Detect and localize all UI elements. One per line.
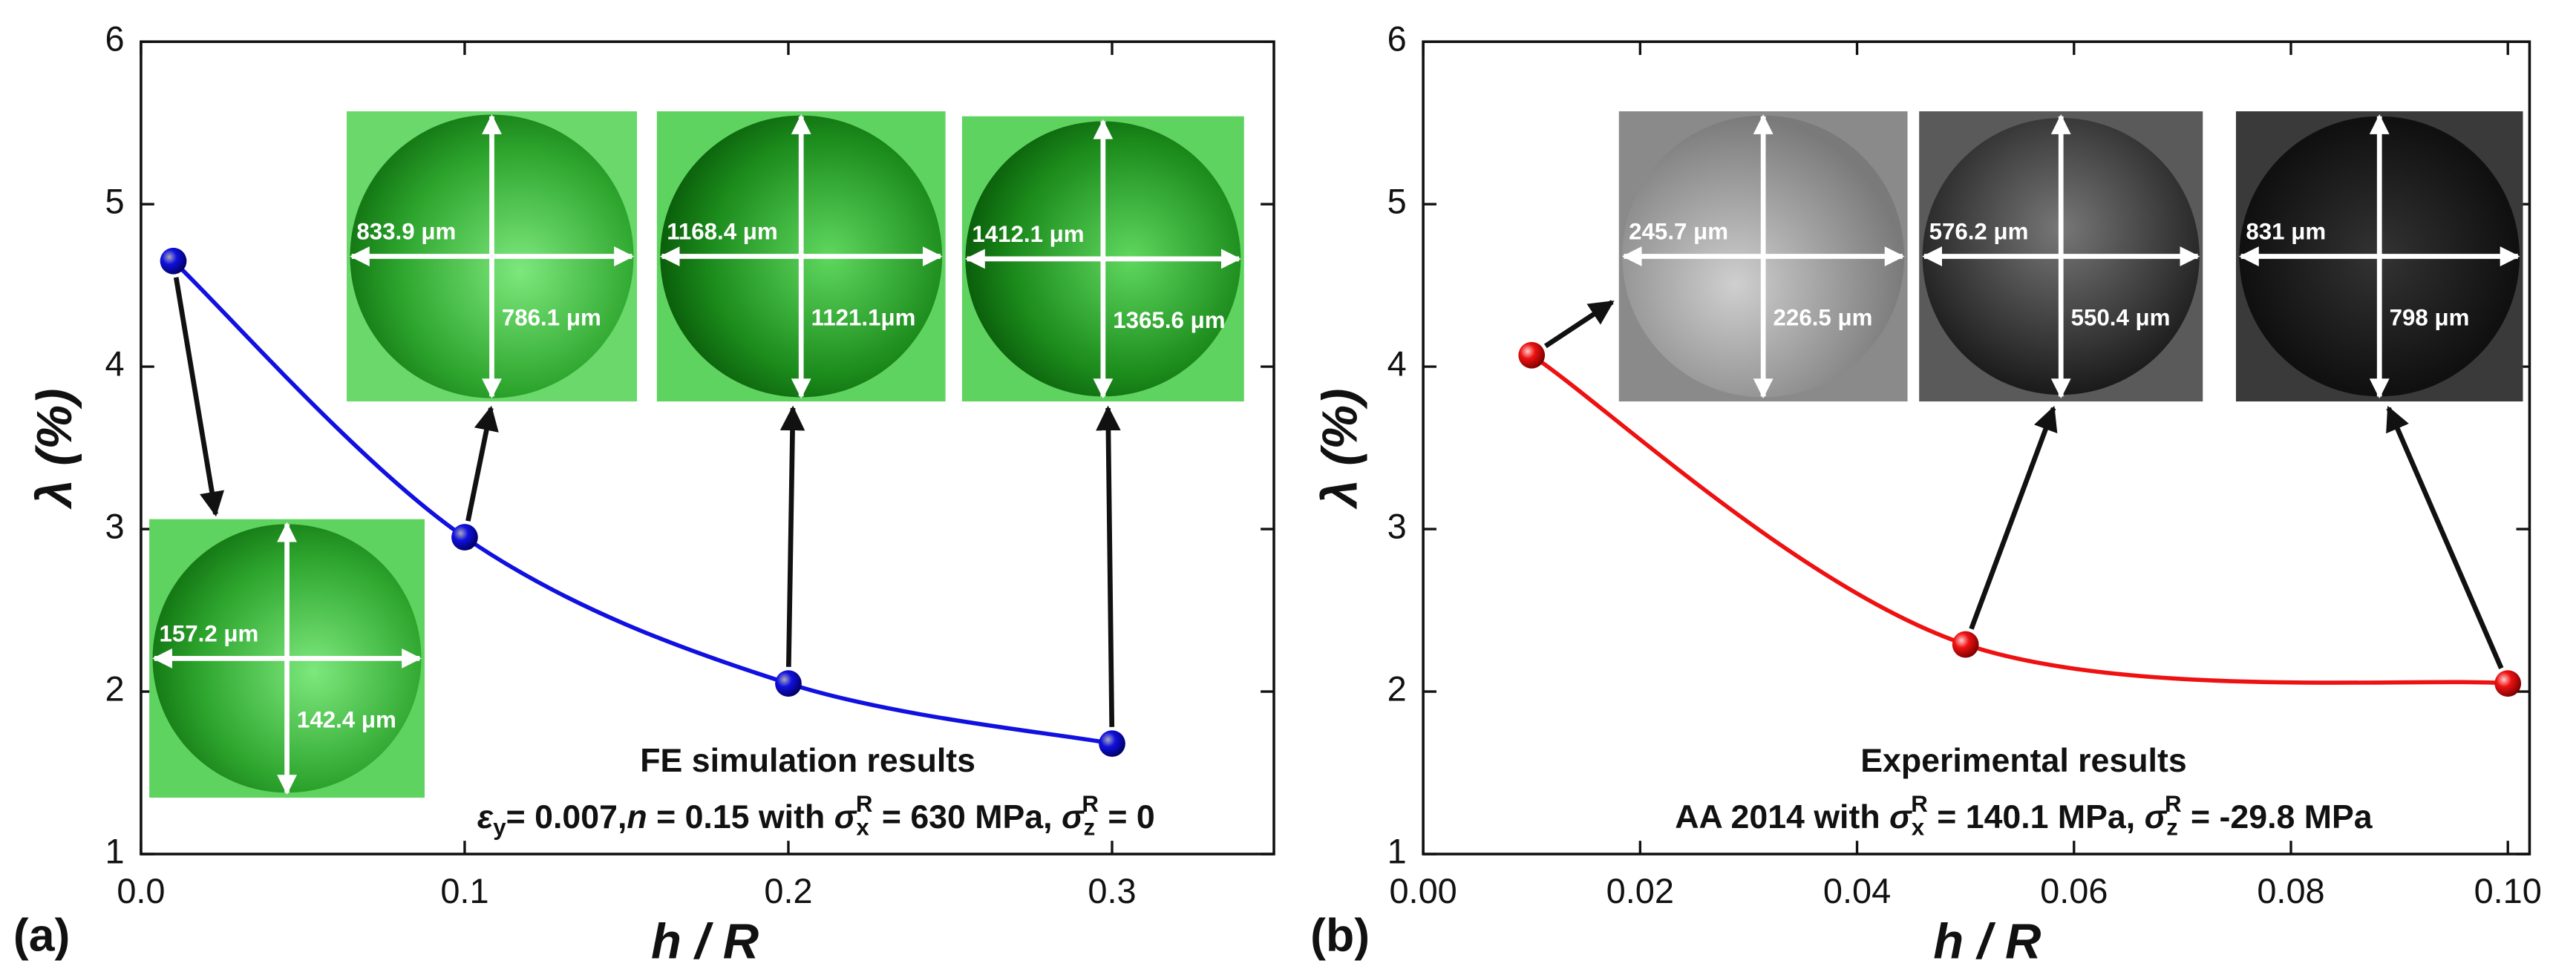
y-tick-label: 6 [105, 20, 124, 59]
inset-width-label: 1412.1 μm [972, 221, 1084, 247]
inset-height-label: 550.4 μm [2071, 305, 2171, 331]
x-tick-label: 0.2 [764, 872, 812, 910]
annotation-title: Experimental results [1860, 743, 2186, 779]
inset-height-label: 1365.6 μm [1113, 307, 1225, 333]
inset-width-label: 1168.4 μm [667, 219, 778, 245]
formula-part: n [627, 799, 647, 835]
x-tick-label: 0.02 [1606, 872, 1674, 910]
formula-part: = 0.15 with [647, 799, 834, 835]
formula-part: σ [1062, 799, 1085, 835]
x-axis-label: h / R [651, 914, 759, 970]
formula-part: = -29.8 MPa [2182, 799, 2373, 835]
inset-width-label: 833.9 μm [356, 219, 456, 245]
annotation-formula: AA 2014 with σxR = 140.1 MPa, σzR = -29.… [1675, 792, 2373, 841]
y-tick-label: 6 [1387, 20, 1407, 59]
panel: 1 2 3 4 5 6 0.0 0.1 0.2 0.3 h / R λ (%) (a) 157.2 μm 1… [13, 20, 1275, 970]
series-line [171, 259, 1113, 746]
formula-part: R [1911, 792, 1928, 818]
x-tick-label: 0.0 [117, 872, 165, 910]
x-tick-label: 0.04 [1823, 872, 1891, 910]
inset-width-label: 576.2 μm [1929, 219, 2029, 245]
formula-part: z [1084, 815, 1096, 841]
inset-height-label: 1121.1μm [811, 305, 916, 331]
formula-part: σ [2145, 799, 2168, 835]
inset-width-label: 831 μm [2246, 219, 2326, 245]
inset-width-label: 245.7 μm [1629, 219, 1728, 245]
inset-height-label: 226.5 μm [1774, 305, 1873, 331]
panel-label: (a) [13, 910, 70, 962]
annotation-title: FE simulation results [640, 743, 975, 779]
formula-part: x [856, 815, 869, 841]
series-line [1530, 353, 2508, 686]
x-tick-label: 0.06 [2040, 872, 2108, 910]
formula-part: = 0.007, [506, 799, 627, 835]
formula-part: z [2166, 815, 2178, 841]
formula-part: x [1912, 815, 1925, 841]
x-tick-label: 0.3 [1088, 872, 1136, 910]
y-tick-label: 4 [105, 345, 124, 384]
pointer-arrow [173, 277, 225, 517]
x-tick-label: 0.10 [2474, 872, 2542, 910]
formula-part: = 140.1 MPa, [1928, 799, 2145, 835]
pointer-arrow [2386, 405, 2504, 669]
pointer-arrow [1544, 300, 1615, 349]
formula-part: σ [834, 799, 858, 835]
formula-part: = 630 MPa, [872, 799, 1062, 835]
y-tick-label: 5 [1387, 183, 1407, 221]
y-tick-label: 2 [105, 669, 124, 708]
data-point [1518, 341, 1546, 369]
x-axis-label: h / R [1933, 914, 2041, 970]
x-tick-label: 0.08 [2257, 872, 2324, 910]
data-point [160, 247, 187, 275]
panel: 1 2 3 4 5 6 0.00 0.02 0.04 0.06 0.08 0.10 h / R λ (%)… [1310, 20, 2542, 970]
data-point [1099, 730, 1125, 758]
data-point [775, 670, 802, 697]
formula-part: σ [1889, 799, 1913, 835]
y-tick-label: 2 [1387, 669, 1407, 708]
pointer-arrow [779, 405, 805, 667]
y-tick-label: 4 [1387, 345, 1407, 384]
plot-frame [140, 40, 1275, 856]
annotation-formula: εy= 0.007,n = 0.15 with σxR = 630 MPa, σ… [477, 792, 1155, 841]
formula-part: R [1082, 792, 1099, 818]
y-tick-label: 5 [105, 183, 124, 221]
panel-label: (b) [1310, 910, 1370, 962]
pointer-arrow [1969, 405, 2058, 630]
y-tick-label: 3 [1387, 507, 1407, 545]
formula-part: R [856, 792, 873, 818]
data-point [2494, 670, 2522, 697]
y-axis-label: λ (%) [1312, 389, 1368, 510]
inset-height-label: 142.4 μm [297, 707, 396, 733]
y-tick-label: 3 [105, 507, 124, 545]
formula-part: ε [477, 799, 494, 835]
plot-frame [1422, 40, 2531, 856]
inset-height-label: 798 μm [2390, 305, 2470, 331]
y-tick-label: 1 [1387, 832, 1407, 870]
formula-part: AA 2014 with [1675, 799, 1889, 835]
pointer-arrow [465, 405, 499, 522]
data-point [1952, 631, 1979, 658]
y-axis-label: λ (%) [27, 389, 82, 510]
x-tick-label: 0.1 [440, 872, 488, 910]
y-tick-label: 1 [105, 832, 124, 870]
inset-width-label: 157.2 μm [160, 620, 259, 646]
pointer-arrow [1096, 405, 1121, 727]
formula-part: = 0 [1099, 799, 1155, 835]
data-point [451, 524, 478, 551]
formula-part: y [493, 815, 506, 841]
inset-height-label: 786.1 μm [502, 305, 601, 331]
x-tick-label: 0.00 [1389, 872, 1457, 910]
formula-part: R [2165, 792, 2182, 818]
